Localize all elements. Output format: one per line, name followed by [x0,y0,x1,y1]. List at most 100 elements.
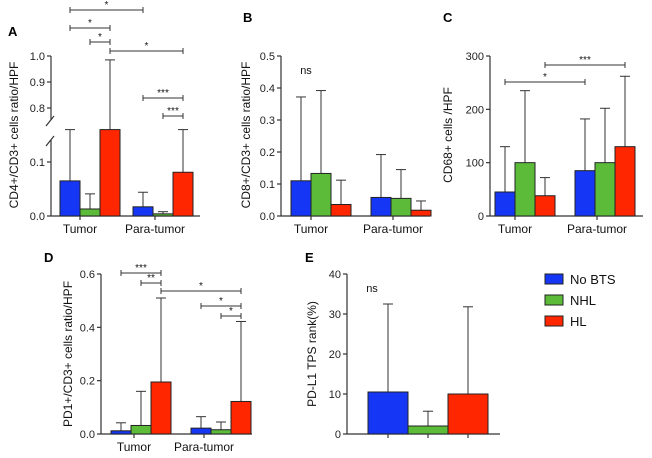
legend: No BTS NHL HL [544,272,616,329]
significance-label: * [199,281,203,292]
significance-label: ** [147,273,155,284]
y-tick-label: 0.8 [30,103,45,115]
panel-label: C [443,10,453,25]
bar-hl [534,195,556,217]
bar-nhl [514,162,536,217]
x-tick-label: Tumor [63,222,97,236]
x-tick-label: Para-tumor [125,222,185,236]
y-axis-label: PD-L1 TPS rank(%) [305,301,319,407]
y-tick-label: 0.0 [260,211,275,223]
x-tick-label: Tumor [498,222,532,236]
panel-label: E [305,250,314,265]
y-axis-label: PD1+/CD3+ cells ratio/HPF [61,281,75,427]
significance-label: *** [167,106,179,117]
panel-label: D [44,250,53,265]
significance-label: *** [579,55,591,66]
y-tick-label: 0.0 [80,429,95,441]
y-tick-label: 0.1 [30,157,45,169]
bar-hl [150,381,172,435]
bar-no-bts [494,191,516,217]
y-tick-label: 1.0 [30,51,45,63]
significance-bracket: * [504,72,586,85]
bar-hl [614,146,636,217]
bar-hl [172,171,194,217]
bar-no-bts [367,391,409,435]
significance-bracket: * [69,0,144,13]
y-tick-label: 0.2 [260,147,275,159]
bar-no-bts [370,196,392,217]
panel-d: D PD1+/CD3+ cells ratio/HPF 0.0 0.2 0.4 0.6 Tu… [44,250,252,454]
significance-label: *** [135,263,147,274]
bar-hl [330,203,352,217]
legend-item: HL [544,314,587,329]
legend-swatch [544,273,564,285]
y-tick-label: 0.1 [260,179,275,191]
bar-nhl [152,213,174,217]
ns-annotation: ns [300,65,312,77]
x-tick-label: Tumor [294,222,328,236]
significance-bracket: *** [120,263,162,276]
legend-item: No BTS [544,272,616,287]
significance-bracket: *** [544,55,626,68]
y-axis-label: CD4+/CD3+ cells ratio/HPF [7,62,21,209]
y-axis-label: CD68+ cells /HPF [441,87,455,183]
x-tick-label: Para-tumor [363,222,423,236]
y-tick-label: 300 [466,51,484,63]
y-tick-label: 30 [329,309,341,321]
bar-nhl [407,425,449,435]
legend-label: HL [570,314,587,329]
bar-hl [447,393,489,435]
significance-label: * [145,41,149,52]
bar-no-bts [190,427,212,435]
bar-no-bts [574,170,596,217]
axis-break-mark [45,135,55,147]
legend-item: NHL [544,293,596,308]
significance-label: * [219,296,223,307]
y-tick-label: 20 [329,349,341,361]
bar-hl [410,209,432,217]
significance-bracket: *** [162,106,184,119]
significance-label: * [98,32,102,43]
x-tick-label: Tumor [117,440,151,454]
significance-label: * [105,0,109,11]
significance-bracket: * [89,32,111,45]
x-tick-label: Para-tumor [174,440,234,454]
panel-e: E PD-L1 TPS rank(%) 0 10 20 30 40 ns [305,250,500,441]
bar-hl [230,400,252,435]
bar-nhl [79,208,101,217]
significance-label: * [543,72,547,83]
y-tick-label: 0.9 [30,77,45,89]
significance-bracket: * [220,306,242,319]
bar-no-bts [59,180,81,217]
legend-swatch [544,294,564,306]
panel-label: B [243,10,252,25]
significance-label: * [88,18,92,29]
bar-nhl [310,172,332,217]
axis-break-mark [45,115,55,127]
significance-bracket: * [200,296,242,309]
x-tick-label: Para-tumor [567,222,627,236]
y-tick-label: 100 [466,158,484,170]
significance-bracket: ** [140,273,162,286]
ns-annotation: ns [366,283,378,295]
y-tick-label: 0.0 [30,211,45,223]
y-tick-label: 0.6 [80,269,95,281]
bar-nhl [390,197,412,217]
y-tick-label: 0.3 [260,115,275,127]
significance-label: * [229,306,233,317]
significance-label: *** [157,88,169,99]
legend-label: NHL [570,293,596,308]
bar-nhl [210,429,232,435]
bar-no-bts [132,206,154,217]
panel-label: A [8,24,18,39]
y-tick-label: 0.4 [80,322,95,334]
significance-bracket: * [109,41,184,54]
legend-label: No BTS [570,272,616,287]
significance-bracket: * [69,18,111,31]
bar-nhl [130,424,152,435]
legend-swatch [544,315,564,327]
panel-c: C CD68+ cells /HPF 0 100 200 300 Tumor Para-tum… [441,10,643,236]
bar-nhl [594,162,616,217]
y-tick-label: 200 [466,104,484,116]
